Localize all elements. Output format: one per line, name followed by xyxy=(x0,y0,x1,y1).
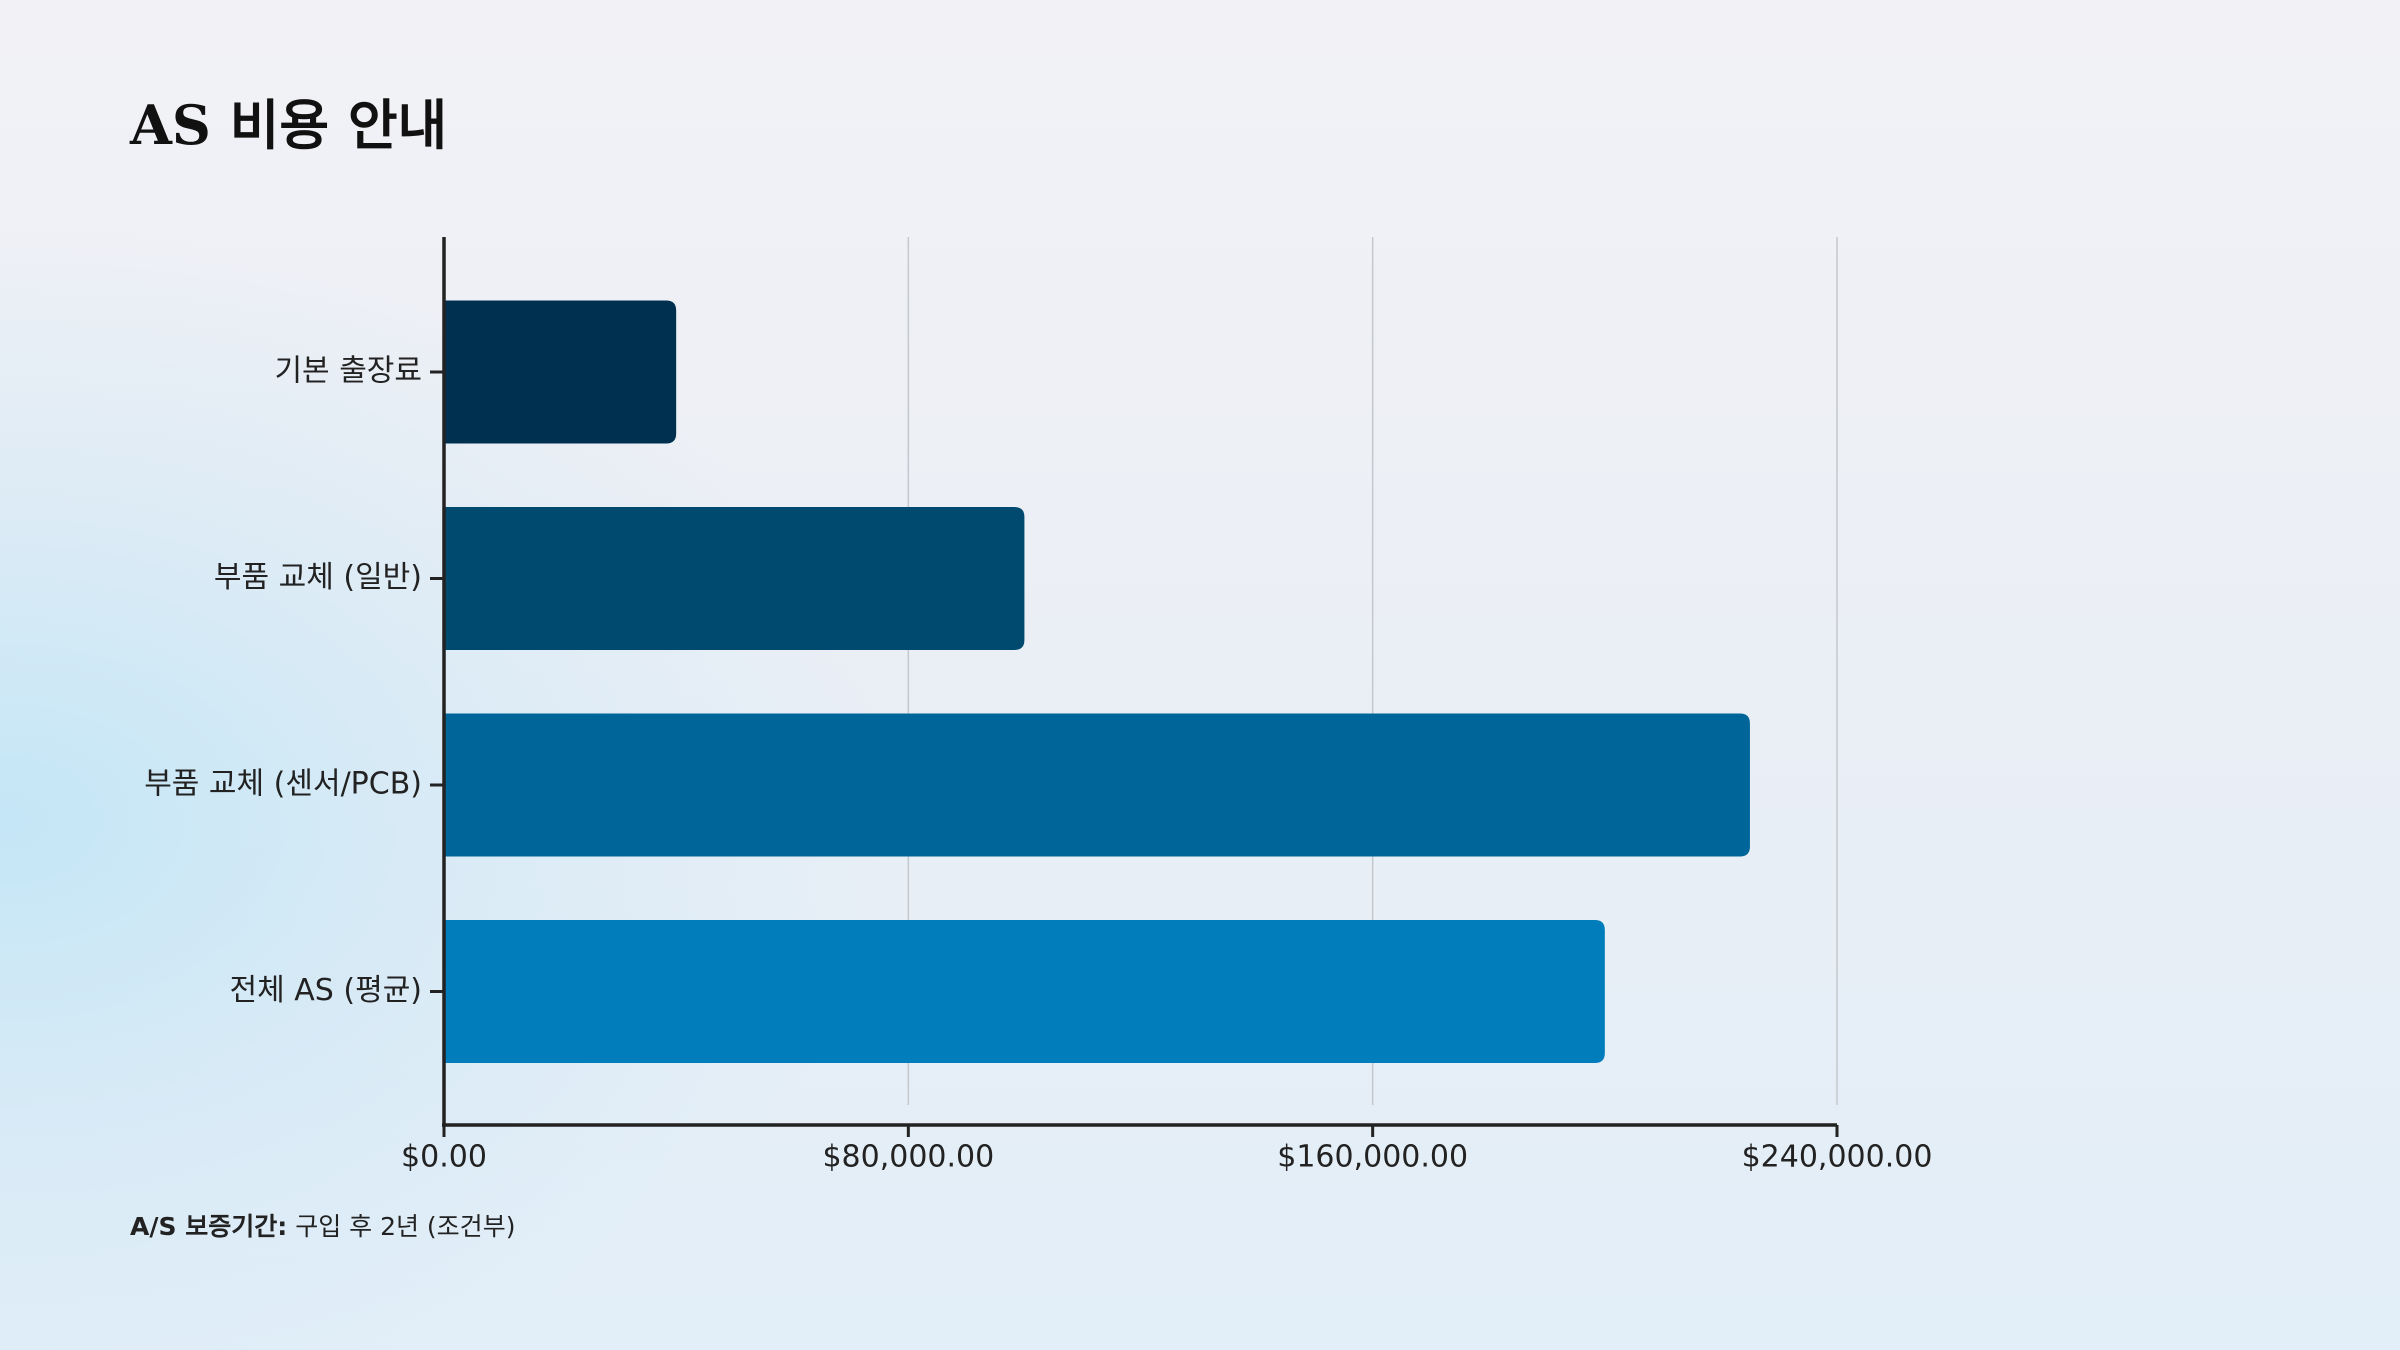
bar xyxy=(444,920,1605,1063)
x-tick-label: $0.00 xyxy=(401,1140,487,1175)
y-tick-label: 기본 출장료 xyxy=(274,354,422,389)
bar xyxy=(444,300,677,444)
footnote: A/S 보증기간: 구입 후 2년 (조건부) xyxy=(130,1212,515,1241)
footnote-label: A/S 보증기간: xyxy=(130,1212,287,1241)
y-tick-label: 부품 교체 (센서/PCB) xyxy=(144,767,422,802)
y-tick-label: 부품 교체 (일반) xyxy=(214,560,422,595)
chart-title: AS 비용 안내 xyxy=(129,93,447,157)
bar xyxy=(444,713,1750,857)
y-tick-label: 전체 AS (평균) xyxy=(230,973,422,1008)
x-tick-label: $240,000.00 xyxy=(1742,1140,1933,1175)
bar xyxy=(444,507,1025,650)
x-tick-label: $80,000.00 xyxy=(822,1140,994,1175)
x-tick-label: $160,000.00 xyxy=(1277,1140,1468,1175)
footnote-text: 구입 후 2년 (조건부) xyxy=(295,1212,515,1241)
